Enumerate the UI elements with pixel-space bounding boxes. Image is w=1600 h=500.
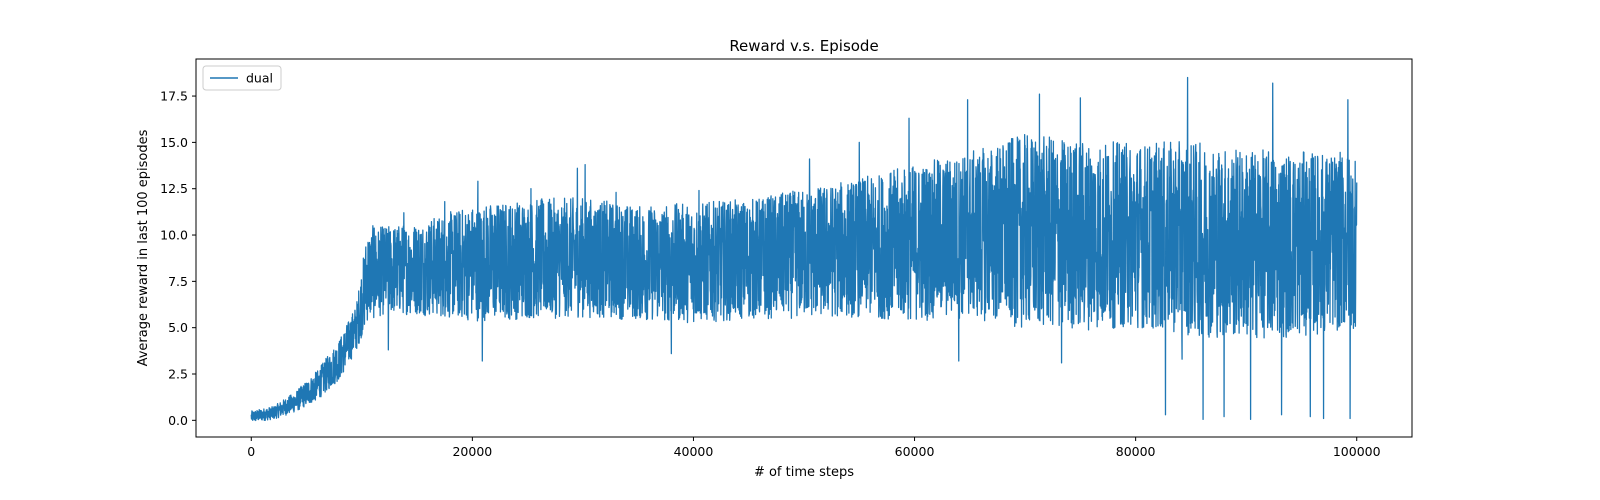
y-tick-label: 12.5 (160, 181, 188, 196)
series-line-dual (250, 76, 1358, 422)
y-tick-label: 17.5 (160, 89, 188, 104)
x-tick-label: 60000 (895, 444, 935, 459)
x-axis: 0 20000 40000 60000 80000 100000 (247, 437, 1381, 459)
x-tick-label: 20000 (452, 444, 492, 459)
x-tick-label: 80000 (1116, 444, 1156, 459)
y-tick-label: 5.0 (168, 320, 188, 335)
y-tick-label: 0.0 (168, 413, 188, 428)
legend-label-dual: dual (246, 71, 273, 86)
y-axis-label: Average reward in last 100 episodes (136, 129, 151, 366)
chart-title: Reward v.s. Episode (729, 37, 878, 55)
legend-box (202, 65, 282, 91)
y-axis: 0.0 2.5 5.0 7.5 10.0 12.5 15.0 17.5 (160, 89, 196, 428)
x-tick-label: 100000 (1333, 444, 1381, 459)
y-tick-label: 10.0 (160, 228, 188, 243)
y-tick-label: 2.5 (168, 367, 188, 382)
x-tick-label: 40000 (674, 444, 714, 459)
series-dual-group (250, 76, 1358, 422)
legend: dual (202, 65, 282, 91)
plot-frame (195, 58, 1413, 438)
y-tick-label: 7.5 (168, 274, 188, 289)
y-tick-label: 15.0 (160, 135, 188, 150)
x-tick-label: 0 (247, 444, 255, 459)
x-axis-label: # of time steps (754, 465, 854, 480)
